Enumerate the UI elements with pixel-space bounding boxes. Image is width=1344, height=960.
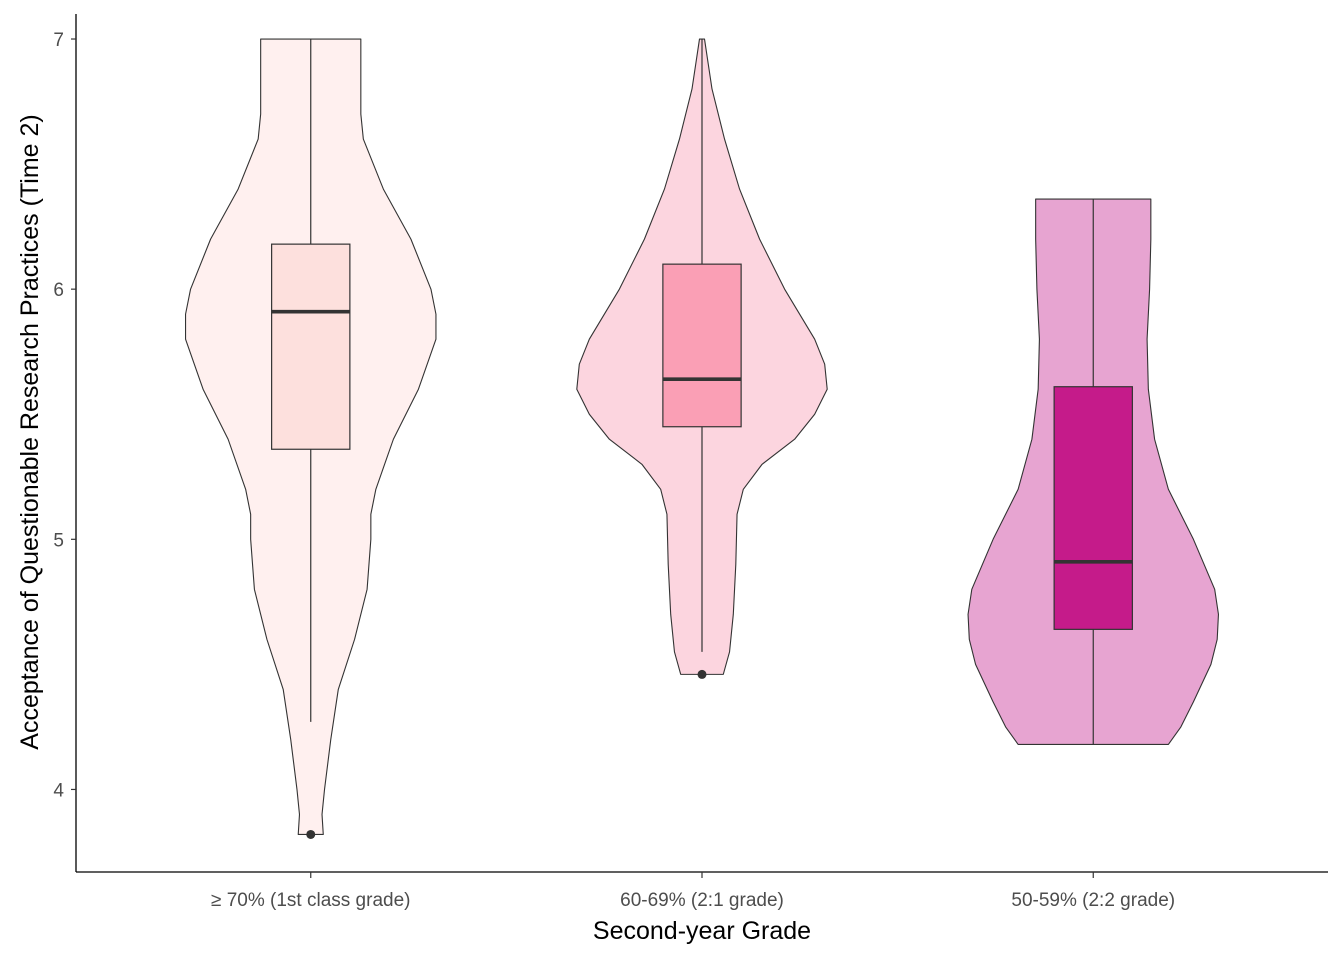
y-tick-label: 5 [53,530,64,551]
iqr-box [663,264,741,427]
plot-area [186,39,1219,839]
y-tick-label: 7 [53,30,64,51]
iqr-box [1054,387,1132,630]
x-axis-title: Second-year Grade [593,917,811,945]
y-tick-label: 6 [53,280,64,301]
y-axis-ticks: 4 5 6 7 [53,30,76,801]
x-tick-label: 60-69% (2:1 grade) [620,890,784,911]
iqr-box [272,244,350,449]
outlier-point [698,670,707,679]
x-tick-label: ≥ 70% (1st class grade) [211,890,410,911]
y-tick-label: 4 [53,780,64,801]
outlier-point [306,830,315,839]
x-axis-ticks: ≥ 70% (1st class grade) 60-69% (2:1 grade… [211,872,1175,911]
x-tick-label: 50-59% (2:2 grade) [1011,890,1175,911]
y-axis-title: Acceptance of Questionable Research Prac… [16,114,44,749]
